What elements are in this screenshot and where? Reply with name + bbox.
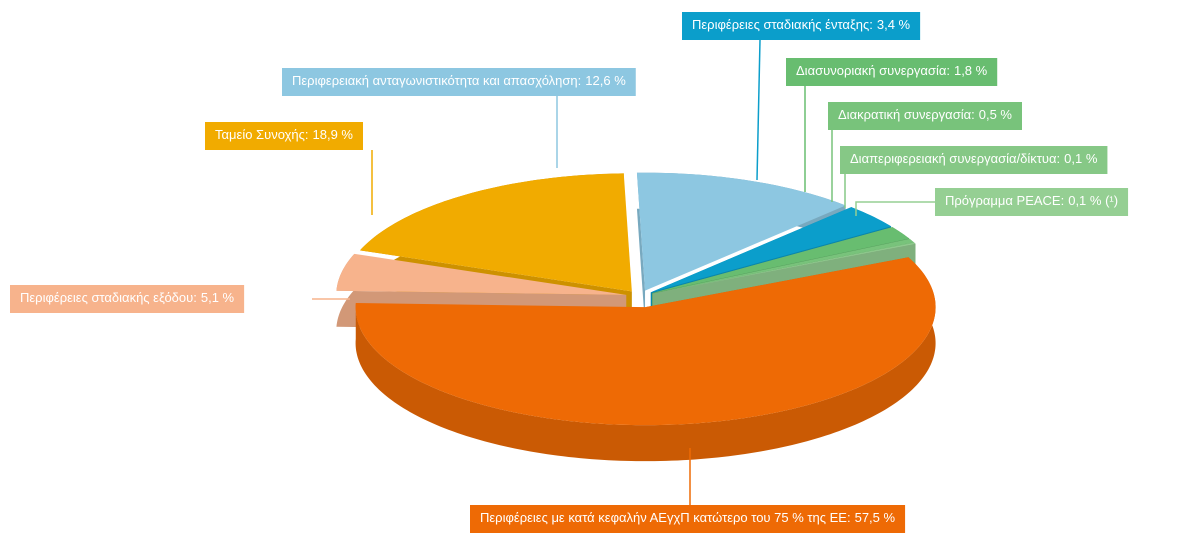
slice — [359, 173, 632, 292]
category-label: Διασυνοριακή συνεργασία: — [796, 63, 950, 78]
data-label: Διαπεριφερειακή συνεργασία/δίκτυα: 0,1 % — [850, 151, 1098, 166]
data-label: Διασυνοριακή συνεργασία: 1,8 % — [796, 63, 988, 78]
category-label: Περιφέρειες σταδιακής ένταξης: — [692, 17, 873, 32]
label-box — [470, 505, 906, 533]
category-label: Περιφέρειες σταδιακής εξόδου: — [20, 290, 197, 305]
slice — [336, 253, 627, 295]
category-label: Διακρατική συνεργασία: — [838, 107, 975, 122]
slice — [636, 172, 846, 291]
slice — [652, 242, 915, 294]
value-label: 5,1 % — [201, 290, 235, 305]
value-label: 3,4 % — [877, 17, 911, 32]
slice — [652, 227, 910, 294]
slice — [652, 243, 916, 294]
label-box — [10, 285, 245, 313]
category-label: Πρόγραμμα PEACE: — [945, 193, 1064, 208]
value-label: 1,8 % — [954, 63, 988, 78]
leader-line — [855, 201, 935, 216]
data-label: Περιφέρειες με κατά κεφαλήν ΑΕγχΠ κατώτε… — [480, 510, 896, 525]
category-label: Περιφέρειες με κατά κεφαλήν ΑΕγχΠ κατώτε… — [480, 510, 851, 525]
data-label: Περιφέρειες σταδιακής εξόδου: 5,1 % — [20, 290, 235, 305]
data-label: Περιφέρειες σταδιακής ένταξης: 3,4 % — [692, 17, 911, 32]
value-label: 12,6 % — [585, 73, 626, 88]
slice — [650, 207, 892, 293]
label-box — [282, 68, 636, 96]
label-box — [786, 58, 998, 86]
label-box — [682, 12, 921, 40]
data-label: Περιφερειακή ανταγωνιστικότητα και απασχ… — [292, 73, 626, 88]
data-label: Ταμείο Συνοχής: 18,9 % — [215, 127, 353, 142]
label-box — [935, 188, 1129, 216]
label-box — [840, 146, 1108, 174]
value-label: 57,5 % — [855, 510, 896, 525]
category-label: Διαπεριφερειακή συνεργασία/δίκτυα: — [850, 151, 1060, 166]
data-label: Πρόγραμμα PEACE: 0,1 % (¹) — [945, 193, 1118, 208]
category-label: Περιφερειακή ανταγωνιστικότητα και απασχ… — [292, 73, 581, 88]
category-label: Ταμείο Συνοχής: — [215, 127, 309, 142]
value-label: 18,9 % — [313, 127, 354, 142]
slice — [355, 257, 936, 426]
slice — [652, 238, 914, 294]
label-box — [205, 122, 363, 150]
value-label: 0,5 % — [979, 107, 1013, 122]
value-label: 0,1 % — [1064, 151, 1098, 166]
label-box — [828, 102, 1022, 130]
data-label: Διακρατική συνεργασία: 0,5 % — [838, 107, 1012, 122]
value-label: 0,1 % (¹) — [1068, 193, 1118, 208]
leader-line — [756, 39, 761, 181]
